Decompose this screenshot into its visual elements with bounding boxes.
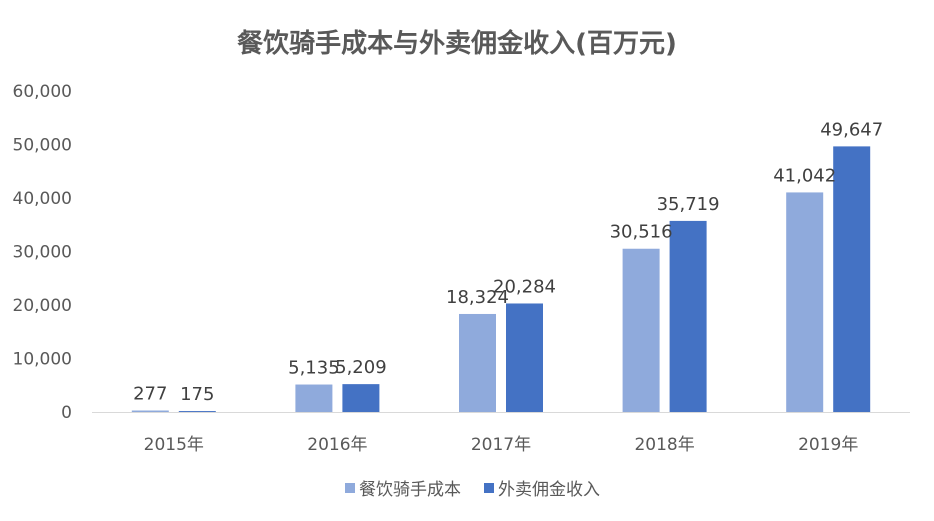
- bar-commission-revenue: [178, 411, 216, 412]
- legend: 餐饮骑手成本 外卖佣金收入: [345, 480, 600, 500]
- chart-title: 餐饮骑手成本与外卖佣金收入(百万元): [237, 28, 677, 59]
- y-tick-label: 60,000: [13, 82, 72, 102]
- bar-commission-revenue: [833, 146, 871, 412]
- y-tick-label: 20,000: [13, 296, 72, 316]
- data-label: 175: [180, 384, 214, 405]
- y-tick-label: 10,000: [13, 350, 72, 370]
- bar-rider-cost: [295, 384, 333, 412]
- data-label: 41,042: [773, 165, 836, 186]
- y-tick-label: 40,000: [13, 189, 72, 209]
- bar-rider-cost: [459, 313, 496, 412]
- data-label: 18,324: [446, 287, 509, 308]
- bar-commission-revenue: [669, 220, 707, 412]
- y-axis: 0 10,000 20,000 30,000 40,000 50,000 60,000: [13, 82, 72, 423]
- data-label: 35,719: [657, 194, 720, 215]
- legend-swatch: [484, 483, 494, 493]
- y-tick-label: 50,000: [13, 136, 72, 156]
- x-axis: 2015年 2016年 2017年 2018年 2019年: [92, 412, 910, 455]
- data-label: 5,135: [288, 358, 340, 379]
- y-tick-label: 0: [61, 403, 72, 423]
- bars: [131, 146, 871, 412]
- x-category-label: 2018年: [634, 435, 694, 455]
- data-label: 5,209: [335, 357, 387, 378]
- bar-commission-revenue: [506, 303, 543, 412]
- bar-commission-revenue: [342, 384, 380, 412]
- data-label: 30,516: [610, 222, 673, 243]
- x-category-label: 2015年: [144, 435, 204, 455]
- bar-rider-cost: [786, 192, 824, 412]
- x-category-label: 2016年: [307, 435, 367, 455]
- x-category-label: 2017年: [471, 435, 531, 455]
- data-label: 277: [133, 384, 167, 405]
- bar-rider-cost: [622, 248, 660, 412]
- bar-rider-cost: [131, 410, 169, 412]
- legend-swatch: [345, 483, 355, 493]
- data-label: 49,647: [820, 119, 883, 140]
- legend-label: 外卖佣金收入: [498, 480, 600, 500]
- y-tick-label: 30,000: [13, 243, 72, 263]
- x-category-label: 2019年: [798, 435, 858, 455]
- data-label: 20,284: [493, 276, 556, 297]
- legend-label: 餐饮骑手成本: [359, 480, 461, 500]
